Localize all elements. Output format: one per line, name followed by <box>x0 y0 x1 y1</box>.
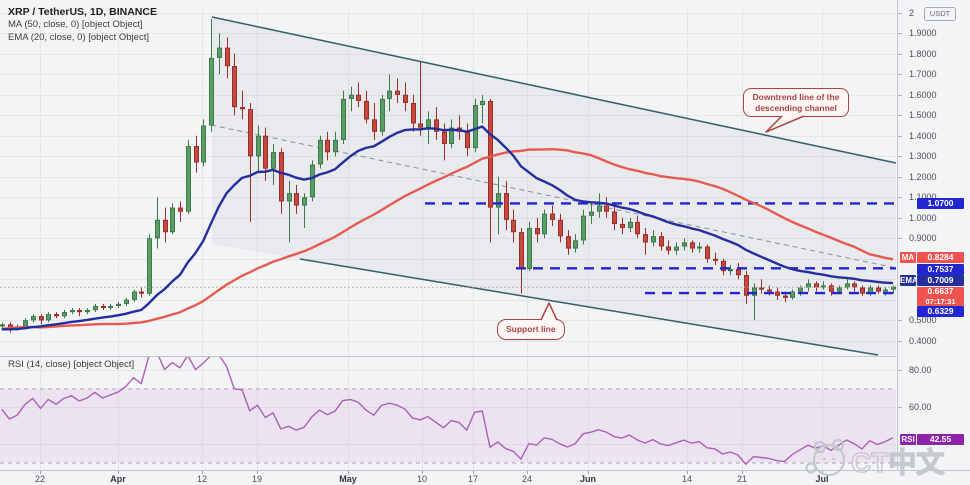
time-axis-label: 19 <box>251 474 263 484</box>
indicator-tag-badge-rsi: RSI <box>900 433 916 445</box>
rsi-tick-mark <box>898 407 902 408</box>
price-level-badge-level-0-7537: 0.7537 <box>917 263 964 275</box>
price-tick-mark <box>898 115 902 117</box>
price-tick-mark <box>898 340 902 342</box>
price-tick-label: 1.0000 <box>909 212 937 223</box>
indicator-tag-badge-ema: EMA <box>900 274 918 286</box>
price-tick-mark <box>898 33 902 35</box>
chart-legend: XRP / TetherUS, 1D, BINANCE MA (50, clos… <box>8 6 157 44</box>
time-tick-mark <box>348 471 349 474</box>
price-level-badge-level-1-0700: 1.0700 <box>917 197 964 209</box>
time-axis-label: 14 <box>681 474 693 484</box>
price-tick-mark <box>898 238 902 240</box>
time-axis-label: 22 <box>34 474 46 484</box>
time-tick-mark <box>257 471 258 474</box>
ma-legend[interactable]: MA (50, close, 0) [object Object] <box>8 19 143 30</box>
time-axis-label: 21 <box>736 474 748 484</box>
rsi-legend[interactable]: RSI (14, close) [object Object] <box>8 359 135 370</box>
price-level-badge-ma-value: 0.8284 <box>917 251 964 263</box>
time-tick-mark <box>527 471 528 474</box>
last-price-value: 0.6637 <box>927 286 954 296</box>
price-tick-mark <box>898 320 902 322</box>
time-tick-mark <box>118 471 119 474</box>
price-tick-label: 1.2000 <box>909 171 937 182</box>
time-axis-label: Jul <box>815 474 829 484</box>
price-tick-label: 1.7000 <box>909 69 937 80</box>
time-axis-label: May <box>339 474 357 484</box>
price-tick-label: 2 <box>909 7 915 18</box>
time-tick-mark <box>687 471 688 474</box>
rsi-tick-mark <box>898 370 902 371</box>
price-tick-mark <box>898 74 902 76</box>
price-tick-label: 0.9000 <box>909 233 937 244</box>
price-tick-label: 0.4000 <box>909 335 937 346</box>
price-tick-mark <box>898 94 902 96</box>
annotation-downtrend-label[interactable]: Downtrend line of the descending channel <box>743 88 849 117</box>
last-price-badge: 0.6637 07:17:31 <box>917 286 964 306</box>
price-tick-label: 1.1000 <box>909 192 937 202</box>
price-tick-label: 1.3000 <box>909 151 937 162</box>
time-axis-label: 17 <box>467 474 479 484</box>
time-axis-label: Jun <box>579 474 597 484</box>
price-tick-mark <box>898 156 902 158</box>
annotation-support-label[interactable]: Support line <box>497 319 565 340</box>
price-tick-label: 1.9000 <box>909 28 937 39</box>
price-tick-label: 1.4000 <box>909 130 937 141</box>
price-tick-label: 1.8000 <box>909 48 937 59</box>
time-tick-mark <box>822 471 823 474</box>
time-axis-label: 24 <box>521 474 533 484</box>
price-tick-mark <box>898 135 902 137</box>
price-tick-mark <box>898 176 902 178</box>
time-tick-mark <box>422 471 423 474</box>
ema-legend[interactable]: EMA (20, close, 0) [object Object] <box>8 31 149 43</box>
price-axis[interactable]: USDT 2 1.9000 1.8000 1.7000 1.6000 1.5000 1.40… <box>897 0 970 470</box>
time-axis-label: 10 <box>416 474 428 484</box>
price-tick-mark <box>898 12 902 14</box>
time-tick-mark <box>742 471 743 474</box>
price-tick-mark <box>898 197 902 199</box>
time-tick-mark <box>202 471 203 474</box>
price-level-badge-ema-value: 0.7009 <box>917 274 964 286</box>
time-axis-label: 12 <box>196 474 208 484</box>
currency-toggle-button[interactable]: USDT <box>924 7 956 21</box>
rsi-tick-label: 80.00 <box>909 365 932 375</box>
price-tick-label: 0.5000 <box>909 315 937 326</box>
price-tick-mark <box>898 217 902 219</box>
price-level-badge-level-0-6329: 0.6329 <box>917 305 964 317</box>
indicator-tag-badge-ma: MA <box>900 251 916 263</box>
price-tick-label: 1.5000 <box>909 110 937 121</box>
rsi-value-badge: 42.55 <box>917 433 964 445</box>
time-tick-mark <box>40 471 41 474</box>
time-tick-mark <box>473 471 474 474</box>
time-axis-label: Apr <box>110 474 126 484</box>
price-tick-mark <box>898 53 902 55</box>
time-tick-mark <box>588 471 589 474</box>
symbol-title[interactable]: XRP / TetherUS, 1D, BINANCE <box>8 6 157 18</box>
bar-countdown: 07:17:31 <box>925 296 956 306</box>
time-axis[interactable]: 22 Apr 12 19 May 10 17 24 Jun 14 21 Jul <box>0 470 970 485</box>
price-tick-label: 1.6000 <box>909 89 937 100</box>
rsi-tick-label: 60.00 <box>909 402 932 412</box>
